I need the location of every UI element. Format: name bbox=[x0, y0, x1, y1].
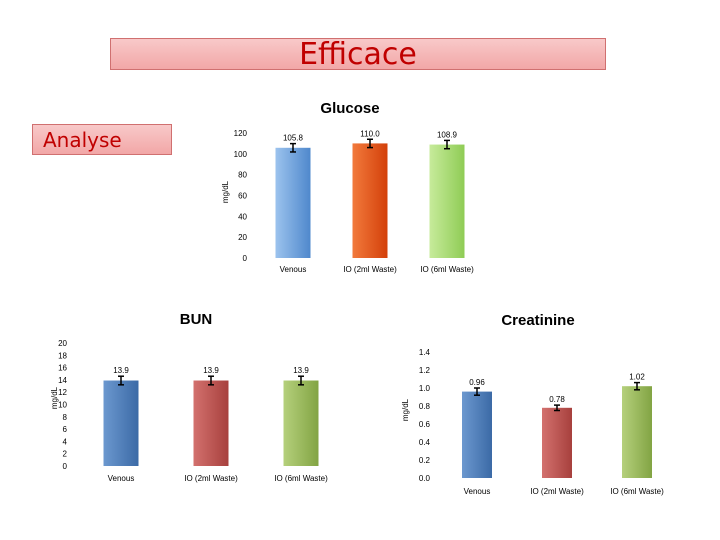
analyse-label: Analyse bbox=[43, 127, 122, 152]
glucose-bar bbox=[275, 147, 311, 258]
creatinine-data-label: 1.02 bbox=[629, 373, 645, 382]
glucose-y-tick: 80 bbox=[238, 171, 247, 180]
creatinine-chart: Creatinine mg/dL 0.0 0.2 0.4 0.6 0.8 1.0 1.2 1.4 0… bbox=[401, 312, 664, 496]
bun-chart: BUN mg/dL 0 2 4 6 8 10 12 14 16 18 20 13.9 Venous 13.9 I… bbox=[50, 311, 328, 483]
bun-data-label: 13.9 bbox=[203, 366, 219, 375]
glucose-category-label: Venous bbox=[280, 265, 307, 274]
bun-chart-title: BUN bbox=[180, 311, 213, 328]
bun-y-tick: 8 bbox=[63, 413, 68, 422]
bun-bar bbox=[283, 380, 319, 466]
bun-category-label: IO (6ml Waste) bbox=[274, 474, 328, 483]
slide-title: Efficace bbox=[299, 36, 417, 72]
creatinine-bar bbox=[622, 386, 652, 478]
bun-data-label: 13.9 bbox=[113, 366, 129, 375]
creatinine-bar bbox=[542, 407, 572, 478]
bun-y-tick: 6 bbox=[63, 425, 68, 434]
glucose-y-tick: 20 bbox=[238, 233, 247, 242]
glucose-chart: Glucose mg/dL 0 20 40 60 80 100 120 105.8 Venous 11… bbox=[221, 100, 474, 274]
glucose-y-tick: 60 bbox=[238, 192, 247, 201]
creatinine-category-label: IO (6ml Waste) bbox=[610, 487, 664, 496]
creatinine-data-label: 0.78 bbox=[549, 395, 565, 404]
bun-y-tick: 18 bbox=[58, 351, 67, 360]
glucose-y-tick: 0 bbox=[243, 254, 248, 263]
creatinine-y-axis-label: mg/dL bbox=[401, 398, 410, 421]
glucose-category-label: IO (6ml Waste) bbox=[420, 265, 474, 274]
bun-bar bbox=[103, 380, 139, 466]
bun-y-tick: 16 bbox=[58, 364, 67, 373]
creatinine-data-label: 0.96 bbox=[469, 378, 485, 387]
bun-y-tick: 2 bbox=[63, 450, 68, 459]
glucose-y-tick: 100 bbox=[234, 150, 248, 159]
creatinine-y-tick: 0.6 bbox=[419, 420, 431, 429]
glucose-chart-title: Glucose bbox=[320, 100, 379, 117]
bun-bar bbox=[193, 380, 229, 466]
bun-y-axis-label: mg/dL bbox=[50, 386, 59, 409]
creatinine-y-tick: 0.2 bbox=[419, 456, 431, 465]
creatinine-y-tick: 1.0 bbox=[419, 384, 431, 393]
bun-category-label: Venous bbox=[108, 474, 135, 483]
glucose-data-label: 110.0 bbox=[360, 129, 380, 138]
bun-data-label: 13.9 bbox=[293, 366, 309, 375]
bun-y-tick: 20 bbox=[58, 339, 67, 348]
glucose-data-label: 105.8 bbox=[283, 134, 304, 143]
glucose-category-label: IO (2ml Waste) bbox=[343, 265, 397, 274]
bun-y-tick: 12 bbox=[58, 388, 67, 397]
glucose-bar bbox=[429, 144, 465, 258]
slide-title-box: Efficace bbox=[110, 36, 606, 72]
bun-y-tick: 0 bbox=[63, 462, 68, 471]
analyse-box: Analyse bbox=[32, 124, 172, 155]
creatinine-y-tick: 0.0 bbox=[419, 474, 431, 483]
creatinine-category-label: Venous bbox=[464, 487, 491, 496]
glucose-y-axis-label: mg/dL bbox=[221, 180, 230, 203]
glucose-data-label: 108.9 bbox=[437, 130, 458, 139]
creatinine-y-tick: 1.4 bbox=[419, 348, 431, 357]
creatinine-category-label: IO (2ml Waste) bbox=[530, 487, 584, 496]
creatinine-bar bbox=[462, 391, 492, 478]
bun-y-tick: 14 bbox=[58, 376, 67, 385]
bun-category-label: IO (2ml Waste) bbox=[184, 474, 238, 483]
glucose-bar bbox=[352, 143, 388, 258]
bun-y-tick: 4 bbox=[63, 437, 68, 446]
bun-y-tick: 10 bbox=[58, 401, 67, 410]
creatinine-chart-title: Creatinine bbox=[501, 312, 574, 329]
glucose-y-tick: 120 bbox=[234, 129, 248, 138]
creatinine-y-tick: 0.4 bbox=[419, 438, 431, 447]
creatinine-y-tick: 1.2 bbox=[419, 366, 431, 375]
creatinine-y-tick: 0.8 bbox=[419, 402, 431, 411]
glucose-y-tick: 40 bbox=[238, 212, 247, 221]
